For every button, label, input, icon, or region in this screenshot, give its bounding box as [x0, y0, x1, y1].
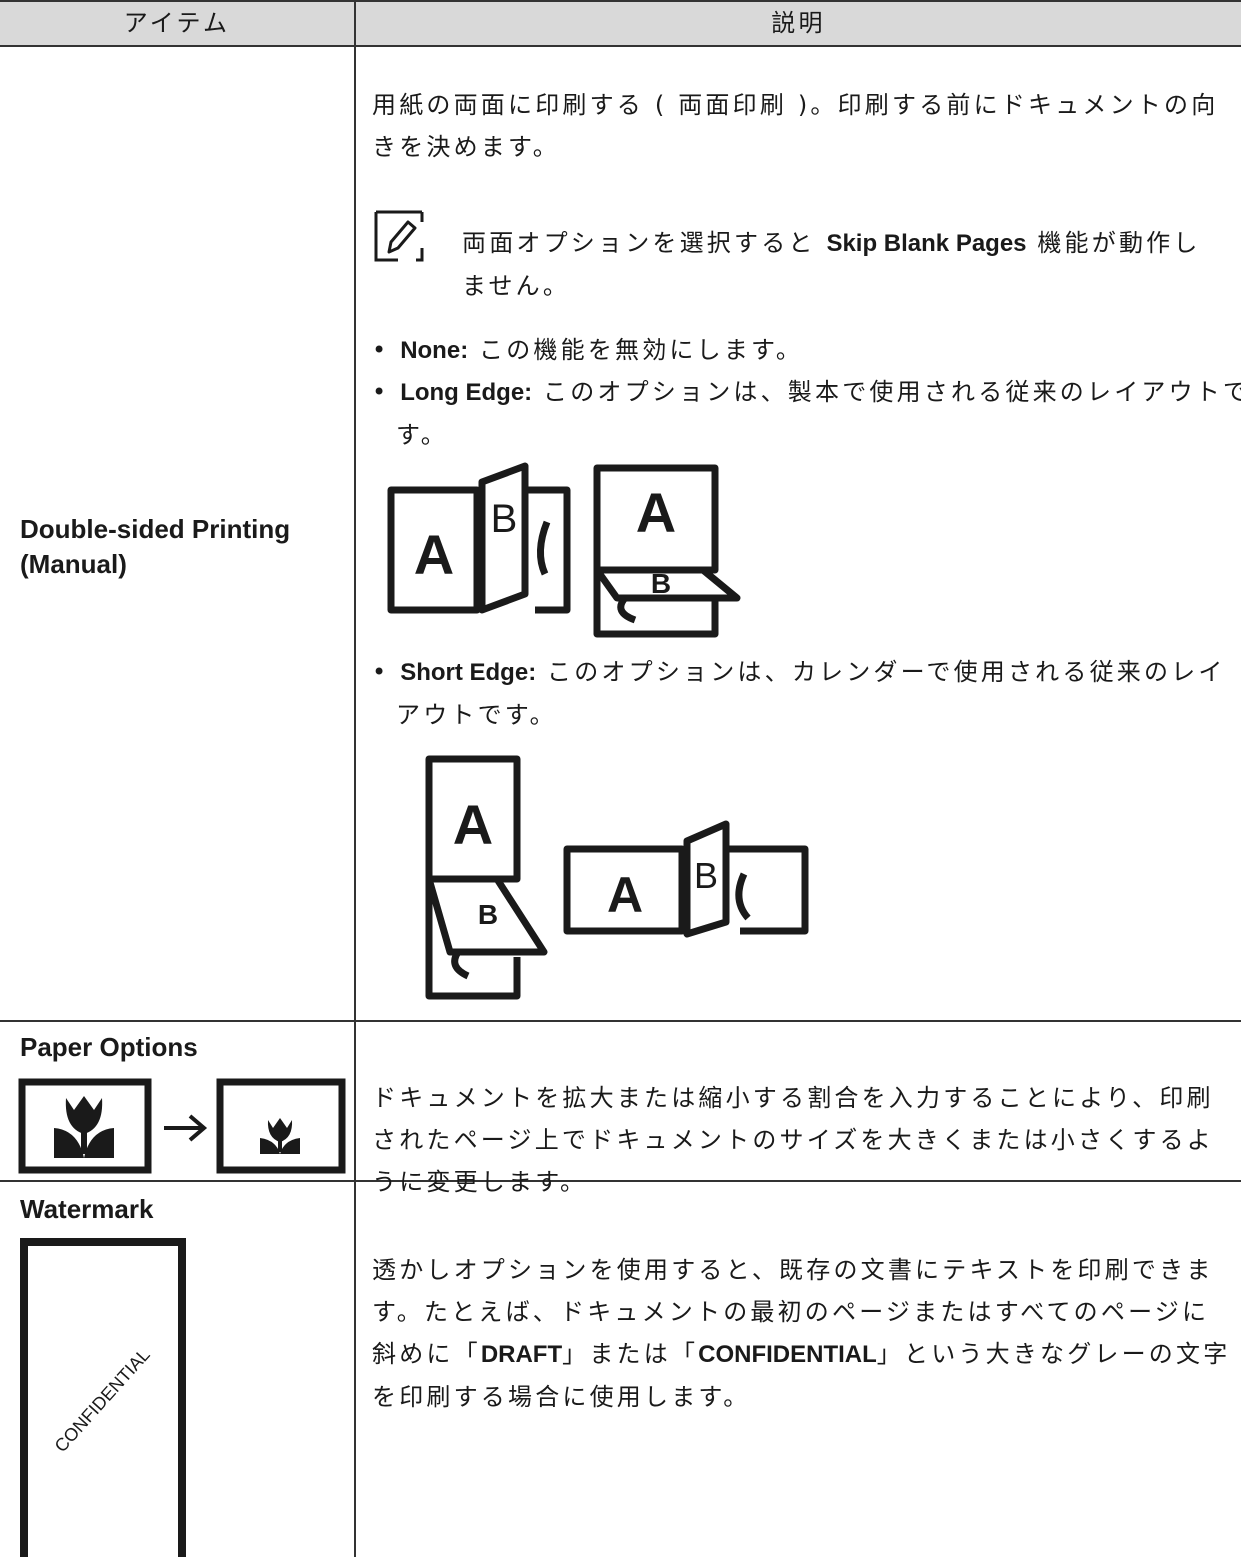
note-text: 両面オプションを選択すると — [462, 229, 827, 257]
figure-letter: A — [607, 867, 643, 923]
option-name: Short Edge: — [400, 659, 537, 686]
description: 透かしオプションを使用すると、既存の文書にテキストを印刷できます。たとえば、ドキ… — [372, 1249, 1232, 1418]
description-text: 」という大きなグレーの文字を印刷する場合に使用します。 — [372, 1340, 1231, 1411]
note: 両面オプションを選択すると Skip Blank Pages 機能が動作しません… — [462, 222, 1227, 307]
description-bold: DRAFT — [480, 1341, 563, 1368]
border — [0, 0, 1241, 2]
note-text: 機能が動作しません。 — [462, 229, 1201, 300]
option: • Short Edge: このオプションは、カレンダーで使用される従来のレイア… — [372, 658, 1226, 729]
option: • None: この機能を無効にします。 — [372, 336, 804, 364]
long-edge-figure: A B A B — [387, 462, 741, 638]
border — [354, 0, 356, 1557]
note-bold: Skip Blank Pages — [826, 230, 1027, 257]
figure-letter: A — [414, 523, 454, 586]
header-cell: 説明 — [771, 9, 826, 37]
watermark-icon: CONFIDENTIAL — [20, 1238, 186, 1557]
option-name: None: — [400, 337, 469, 364]
description-text: 透かしオプションを使用すると、既存の文書にテキストを印刷できます。たとえば、ドキ… — [372, 1256, 1214, 1368]
item-label: Watermark — [20, 1194, 154, 1224]
header-cell: アイテム — [123, 9, 231, 37]
figure-letter: B — [478, 899, 498, 930]
description: 用紙の両面に印刷する ( 両面印刷 )。印刷する前にドキュメントの向きを決めます… — [372, 91, 1219, 161]
figure-letter: A — [636, 481, 676, 544]
item-label: Paper Options — [20, 1032, 198, 1062]
watermark-text: CONFIDENTIAL — [51, 1345, 154, 1456]
item-label: Double-sided Printing (Manual) — [20, 514, 291, 579]
figure-letter: A — [453, 793, 493, 856]
option-name: Long Edge: — [400, 379, 533, 406]
description-bold: CONFIDENTIAL — [698, 1341, 877, 1368]
option: • Long Edge: このオプションは、製本で使用される従来のレイアウトです… — [372, 371, 1241, 456]
border — [0, 1180, 1241, 1182]
short-edge-figure: A B A B — [425, 755, 809, 1000]
border — [0, 45, 1241, 47]
header-bg — [0, 0, 1241, 46]
figure-letter: B — [651, 568, 671, 599]
option-text: この機能を無効にします。 — [468, 336, 804, 364]
figure-letter: B — [491, 497, 518, 541]
figure-letter: B — [694, 855, 718, 896]
option-text: このオプションは、製本で使用される従来のレイアウトです。 — [396, 378, 1241, 449]
note-icon — [374, 210, 424, 262]
option-text: このオプションは、カレンダーで使用される従来のレイアウトです。 — [396, 658, 1226, 729]
description-text: 」または「 — [562, 1340, 699, 1368]
paper-options-icon — [18, 1078, 346, 1174]
border — [0, 1020, 1241, 1022]
description: ドキュメントを拡大または縮小する割合を入力することにより、印刷されたページ上でド… — [372, 1084, 1214, 1196]
